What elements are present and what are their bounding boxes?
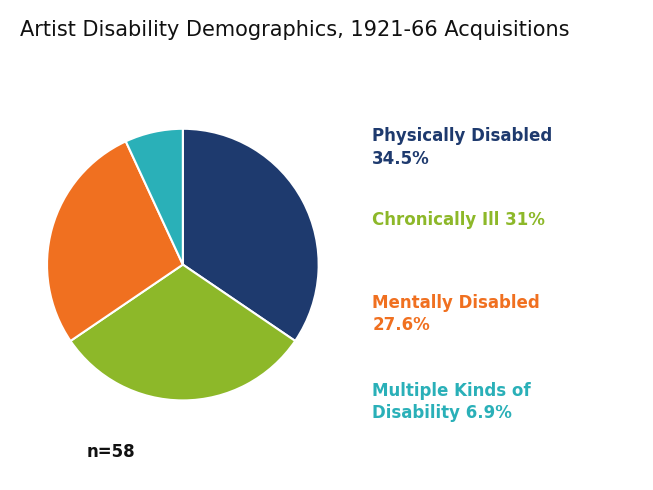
Text: Chronically Ill 31%: Chronically Ill 31% [372, 211, 545, 229]
Text: Multiple Kinds of
Disability 6.9%: Multiple Kinds of Disability 6.9% [372, 382, 531, 422]
Wedge shape [183, 129, 319, 341]
Text: Artist Disability Demographics, 1921-66 Acquisitions: Artist Disability Demographics, 1921-66 … [20, 20, 569, 40]
Wedge shape [47, 141, 183, 341]
Text: Mentally Disabled
27.6%: Mentally Disabled 27.6% [372, 294, 540, 334]
Wedge shape [126, 129, 183, 265]
Text: n=58: n=58 [87, 442, 135, 461]
Text: Physically Disabled
34.5%: Physically Disabled 34.5% [372, 127, 552, 168]
Wedge shape [71, 265, 295, 400]
